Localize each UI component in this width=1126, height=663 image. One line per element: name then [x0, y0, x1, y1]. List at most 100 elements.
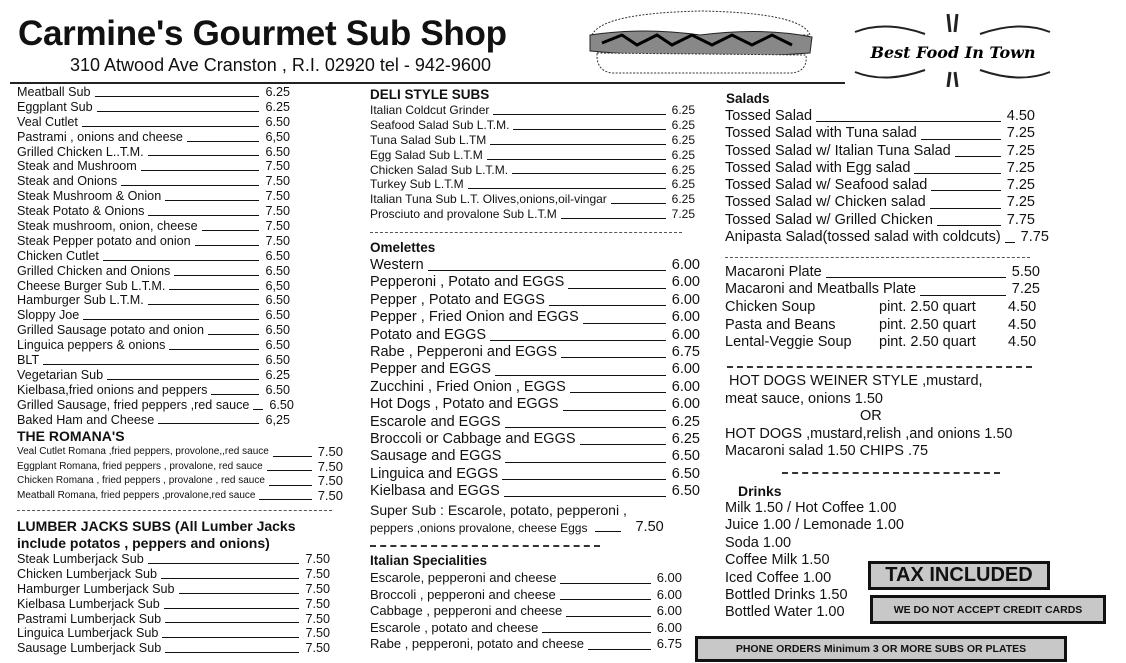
menu-item: Turkey Sub L.T.M 6.25 — [370, 177, 695, 192]
menu-item: Sausage and EGGS 6.50 — [370, 448, 700, 465]
item-price: 6.25 — [671, 147, 695, 162]
menu-item: Tossed Salad 4.50 — [725, 108, 1035, 125]
italian-heading: Italian Specialities — [370, 553, 488, 568]
leader-line — [148, 215, 260, 217]
menu-item: Rabe , Pepperoni and EGGS 6.75 — [370, 344, 700, 361]
leader-line — [201, 229, 260, 231]
item-price: 7.50 — [317, 458, 343, 474]
item-name: Rabe , Pepperoni and EGGS — [370, 343, 558, 360]
leader-line — [504, 426, 666, 428]
leader-line — [147, 304, 260, 306]
leader-line — [513, 128, 666, 130]
menu-item: Veal Cutlet 6.50 — [17, 115, 290, 130]
item-price: 6.50 — [671, 483, 700, 500]
drink-item: Bottled Water 1.00 — [725, 604, 845, 621]
leader-line — [169, 349, 260, 351]
leader-line — [561, 357, 666, 359]
drink-item: Bottled Drinks 1.50 — [725, 587, 848, 603]
item-price: 7.50 — [305, 551, 330, 566]
item-name: Grilled Chicken L..T.M. — [17, 144, 144, 159]
item-name: Eggplant Romana, fried peppers , provalo… — [17, 460, 263, 472]
menu-item: Steak Potato & Onions 7.50 — [17, 204, 290, 219]
item-name: Rabe , pepperoni, potato and cheese — [370, 636, 584, 651]
menu-item: Eggplant Romana, fried peppers , provalo… — [17, 458, 343, 475]
deli-list: Italian Coldcut Grinder 6.25 Seafood Salad… — [370, 103, 695, 222]
item-name: Sausage and EGGS — [370, 448, 502, 465]
item-price: 6.50 — [265, 338, 290, 353]
item-name: Tuna Salad Sub L.TM — [370, 132, 487, 147]
item-price: 6.25 — [671, 117, 695, 132]
menu-item: Kielbasa Lumberjack Sub 7.50 — [17, 597, 330, 612]
item-price: 7.50 — [317, 473, 343, 489]
leader-line — [560, 582, 651, 584]
item-name: Grilled Sausage potato and onion — [17, 323, 204, 338]
item-price: 5.50 — [1011, 264, 1040, 280]
menu-item: Tossed Salad with Tuna salad 7.25 — [725, 125, 1035, 142]
menu-item: Macaroni and Meatballs Plate 7.25 — [725, 281, 1040, 298]
leader-line — [512, 173, 666, 175]
item-name: Grilled Chicken and Onions — [17, 263, 171, 278]
menu-item: Grilled Sausage potato and onion 6.50 — [17, 323, 290, 338]
salads-heading: Salads — [726, 91, 770, 106]
menu-item: Escarole , potato and cheese 6.00 — [370, 620, 682, 637]
item-name: Broccoli or Cabbage and EGGS — [370, 430, 576, 447]
menu-item: Macaroni Plate 5.50 — [725, 264, 1040, 281]
item-price: 7.50 — [305, 611, 330, 626]
romana-list: Veal Cutlet Romana ,fried peppers, provo… — [17, 444, 343, 503]
divider — [370, 232, 682, 233]
item-price: 6.00 — [671, 274, 700, 291]
sides-line: Macaroni salad 1.50 CHIPS .75 — [725, 443, 929, 459]
leader-line — [186, 140, 260, 142]
leader-line — [211, 393, 260, 395]
item-name: Eggplant Sub — [17, 99, 93, 114]
item-name: Kielbasa and EGGS — [370, 483, 500, 500]
leader-line — [259, 499, 312, 501]
item-name: Pepperoni , Potato and EGGS — [370, 274, 565, 291]
item-name: Sloppy Joe — [17, 308, 80, 323]
leader-line — [579, 444, 666, 446]
leader-line — [94, 95, 260, 97]
item-price: 6.50 — [671, 448, 700, 465]
item-name: Chicken Cutlet — [17, 248, 99, 263]
item-name: Cabbage , pepperoni and cheese — [370, 603, 563, 618]
leader-line — [610, 203, 666, 205]
super-sub-line2: peppers ,onions provalone, cheese Eggs — [370, 521, 588, 535]
menu-item: Broccoli or Cabbage and EGGS 6.25 — [370, 431, 700, 448]
leader-line — [158, 423, 260, 425]
item-price: 7.50 — [265, 159, 290, 174]
item-name: Italian Coldcut Grinder — [370, 102, 490, 117]
item-name: BLT — [17, 353, 40, 368]
menu-item: Western 6.00 — [370, 257, 700, 274]
item-name: Linguica peppers & onions — [17, 338, 166, 353]
leader-line — [165, 652, 300, 654]
item-price: 6.25 — [671, 102, 695, 117]
leader-line — [81, 125, 260, 127]
best-food-logo: Best Food In Town — [854, 13, 1051, 87]
menu-item: Steak Mushroom & Onion 7.50 — [17, 189, 290, 204]
item-name: Steak Pepper potato and onion — [17, 233, 191, 248]
item-price: 6.00 — [656, 570, 682, 585]
item-name: Egg Salad Sub L.T.M — [370, 147, 483, 162]
item-name: Broccoli , pepperoni and cheese — [370, 586, 556, 602]
item-name: Tossed Salad w/ Seafood salad — [725, 177, 928, 194]
italian-list: Escarole, pepperoni and cheese 6.00 Brocco… — [370, 570, 682, 653]
soup-pint: pint. 2.50 quart — [879, 316, 976, 333]
leader-line — [165, 622, 300, 624]
menu-item: Chicken Lumberjack Sub 7.50 — [17, 567, 330, 582]
leader-line — [493, 113, 666, 115]
leader-line — [566, 615, 651, 617]
item-price: 7.25 — [1006, 142, 1035, 159]
item-price: 6.00 — [671, 326, 700, 343]
menu-item: Seafood Salad Sub L.T.M. 6.25 — [370, 118, 695, 133]
drink-item: Iced Coffee 1.00 — [725, 569, 832, 586]
menu-item: Hot Dogs , Potato and EGGS 6.00 — [370, 396, 700, 413]
item-name: Italian Tuna Sub L.T. Olives,onions,oil-… — [370, 192, 607, 207]
item-price: 7.50 — [305, 641, 330, 656]
item-price: 7.75 — [1020, 229, 1049, 246]
item-price: 6.00 — [656, 586, 682, 602]
menu-item: Sloppy Joe 6.50 — [17, 308, 290, 323]
item-price: 6.00 — [671, 378, 700, 395]
item-price: 6,25 — [265, 412, 290, 427]
drinks-heading: Drinks — [738, 483, 782, 499]
tax-included-notice: TAX INCLUDED — [868, 561, 1050, 590]
